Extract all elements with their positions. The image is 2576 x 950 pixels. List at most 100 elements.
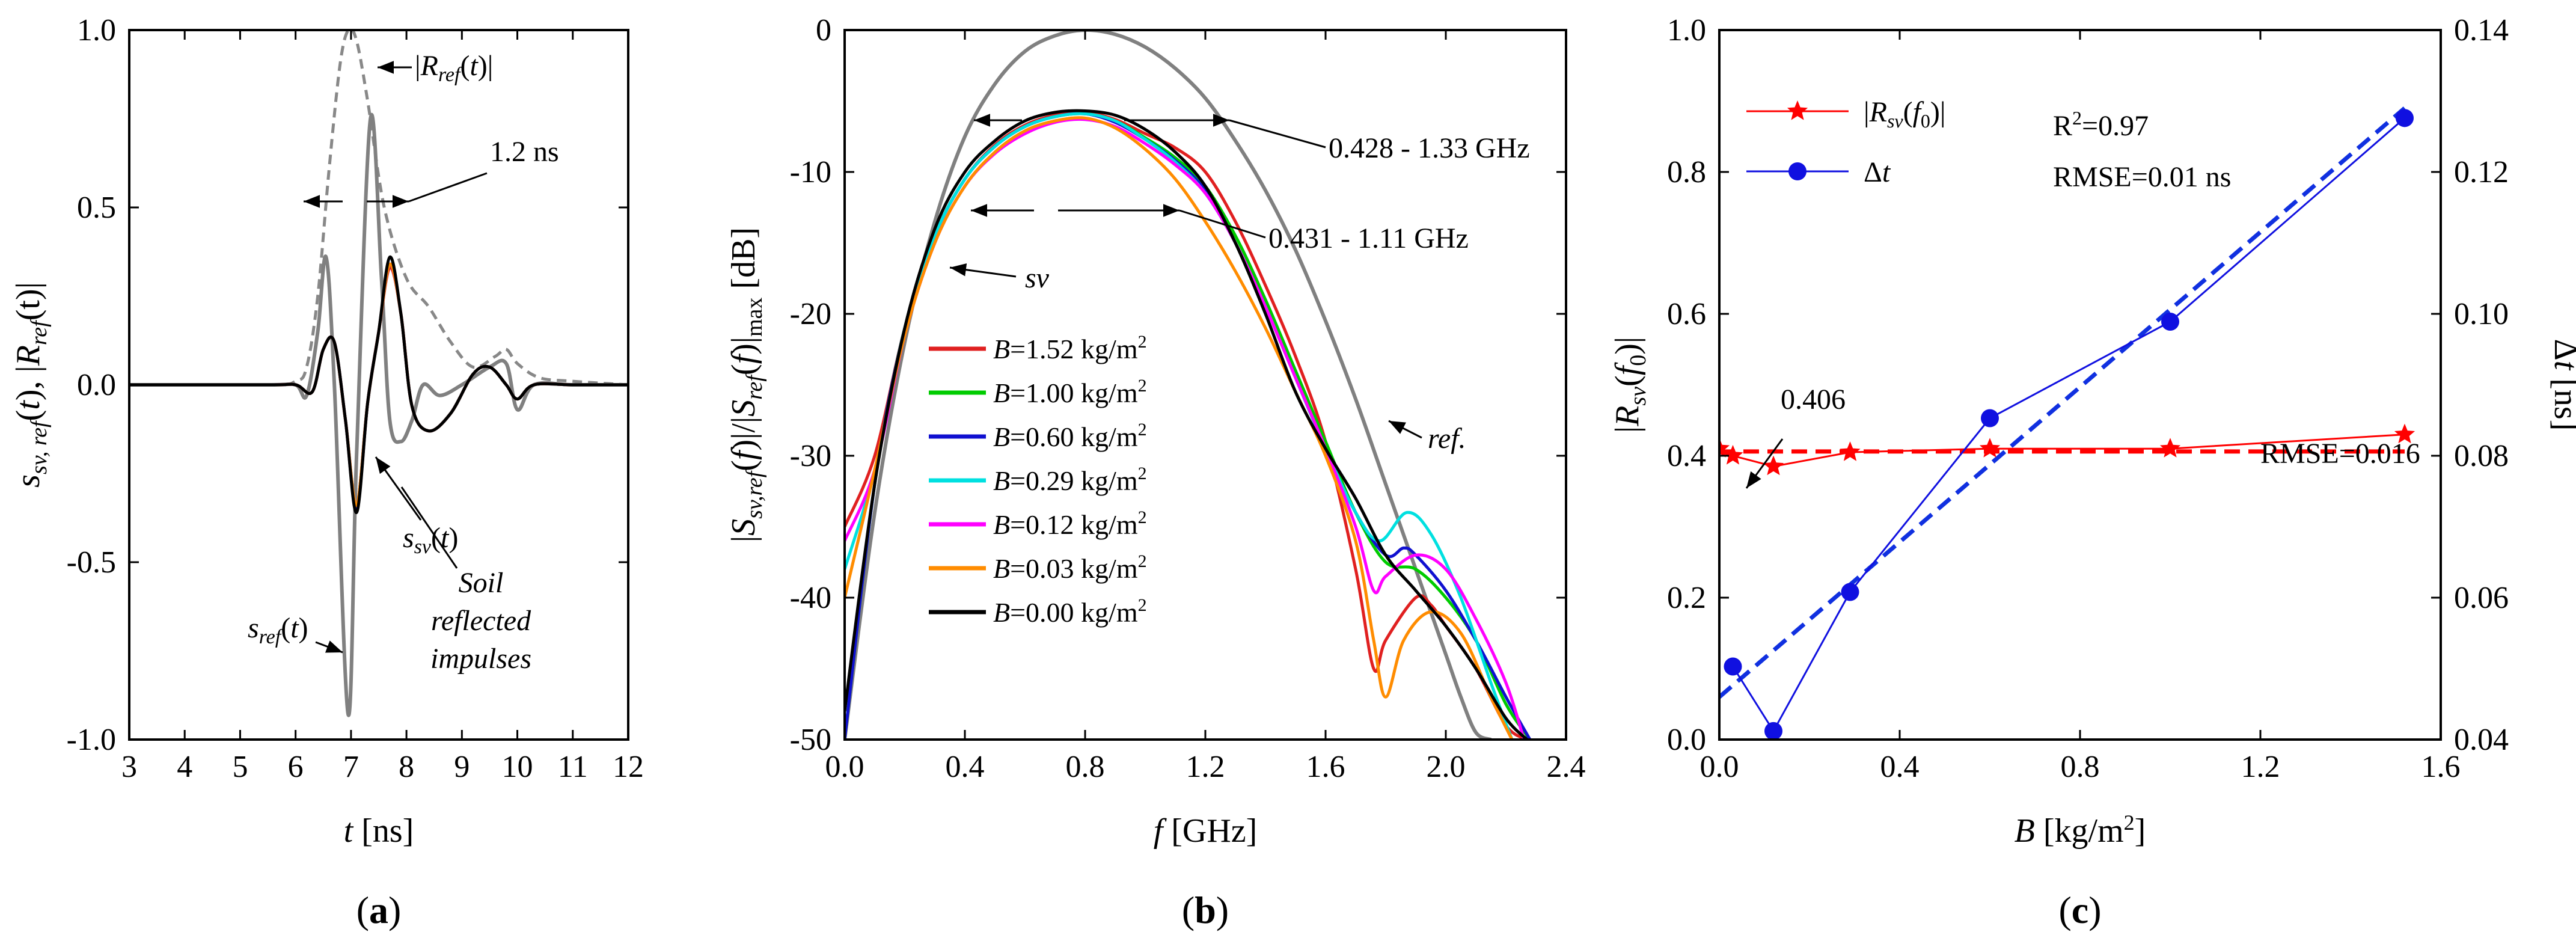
legend-label-dt: Δt [1864, 156, 1891, 188]
annotation-sv-curve: sv [1025, 262, 1050, 294]
annotation-mean-r: 0.406 [1781, 384, 1846, 415]
arrow-sv [375, 456, 422, 521]
data-point-circle [2161, 312, 2179, 331]
leader-soil [400, 486, 458, 569]
data-point-star [1840, 441, 1861, 461]
annotation-soil-2: reflected [431, 605, 531, 637]
y-tick-label-c-right: 0.04 [2454, 723, 2509, 757]
series-line-b-b-0-00-kg-m2 [845, 109, 1528, 740]
arrow-ref-curve [1388, 420, 1422, 439]
y-tick-label-b: -20 [790, 297, 831, 331]
annotation-rmse-r: RMSE=0.016 [2260, 438, 2420, 470]
data-point-circle [1764, 722, 1782, 740]
leader-width [408, 172, 488, 203]
annotation-soil-1: Soil [459, 567, 504, 599]
chart-c: 0.0 0.4 0.8 1.2 1.6 0.0 0.2 0.4 0.6 0.8 1.0 0.04 0.0… [1609, 13, 2576, 931]
y-tick-label-c: 1.0 [1667, 13, 1706, 48]
y-tick-label-a: -1.0 [67, 723, 116, 757]
data-point-circle [1841, 583, 1859, 601]
chart-b: 0.0 0.4 0.8 1.2 1.6 2.0 2.4 -50 -40 -30 -20 -10 0 f … [725, 13, 1586, 931]
y-tick-label-c: 0.2 [1667, 581, 1706, 615]
legend-label-r: |Rsv(f0)| [1864, 96, 1946, 132]
series-line-a-s-sv-t-b-1-52 [129, 266, 628, 511]
leader-band-sv [1179, 209, 1266, 239]
x-tick-label-a: 9 [454, 750, 470, 784]
annotation-envelope: |Rref(t)| [415, 50, 493, 86]
x-axis-label-c: B [kg/m2] [2015, 811, 2146, 850]
series-line-a-r-ref-t [129, 30, 628, 387]
x-tick-label-b: 0.0 [825, 750, 864, 784]
x-axis-label-a: t [ns] [344, 812, 414, 850]
data-point-star [1979, 438, 2001, 458]
x-tick-label-c: 1.2 [2241, 750, 2280, 784]
legend-label-b-0-12-kg-m2: B=0.12 kg/m2 [993, 507, 1147, 540]
y-axis-label-a: ssv, ref(t), |Rref(t)| [10, 282, 52, 488]
data-point-star [2159, 438, 2181, 458]
x-tick-label-a: 3 [121, 750, 137, 784]
annotation-sv: ssv(t) [403, 522, 458, 558]
y-tick-label-b: -50 [790, 723, 831, 757]
y-tick-label-a: -0.5 [67, 545, 116, 580]
arrow-ref [315, 640, 343, 654]
annotation-band-ref: 0.428 - 1.33 GHz [1329, 132, 1530, 164]
x-tick-label-a: 6 [288, 750, 304, 784]
annotation-r2: R2=0.97 [2053, 107, 2149, 142]
x-tick-label-c: 1.6 [2422, 750, 2461, 784]
data-point-star [1719, 438, 1730, 458]
y-tick-label-b: -30 [790, 439, 831, 473]
y-tick-label-c-right: 0.08 [2454, 439, 2509, 473]
y-axis-label-left-c: |Rsv(f0)| [1609, 337, 1651, 433]
x-tick-label-c: 0.8 [2061, 750, 2100, 784]
arrow-mean-r [1745, 438, 1784, 489]
x-tick-label-b: 2.4 [1547, 750, 1586, 784]
data-point-star [2394, 423, 2415, 444]
x-tick-label-a: 10 [502, 750, 533, 784]
y-tick-label-c-right: 0.06 [2454, 581, 2509, 615]
x-tick-label-a: 7 [343, 750, 359, 784]
x-tick-label-b: 0.8 [1066, 750, 1105, 784]
legend-label-b-0-29-kg-m2: B=0.29 kg/m2 [993, 464, 1147, 496]
data-point-star [1722, 445, 1743, 465]
x-tick-label-b: 0.4 [946, 750, 985, 784]
y-tick-label-c-right: 0.12 [2454, 155, 2509, 189]
y-tick-label-c: 0.8 [1667, 155, 1706, 189]
legend-label-b-0-00-kg-m2: B=0.00 kg/m2 [993, 595, 1147, 628]
data-point-circle [1724, 657, 1742, 676]
y-tick-label-c: 0.0 [1667, 723, 1706, 757]
x-tick-label-a: 8 [399, 750, 414, 784]
legend-label-b-0-03-kg-m2: B=0.03 kg/m2 [993, 551, 1147, 584]
y-tick-label-c: 0.4 [1667, 439, 1706, 473]
panel-label-a: (a) [356, 889, 402, 931]
legend-label-b-0-60-kg-m2: B=0.60 kg/m2 [993, 420, 1147, 452]
legend-c: |Rsv(f0)| Δt [1746, 96, 1946, 188]
legend-circle-marker [1788, 162, 1807, 180]
annotation-ref: sref(t) [248, 612, 308, 648]
x-tick-label-a: 11 [558, 750, 588, 784]
annotation-rmse-dt: RMSE=0.01 ns [2053, 161, 2231, 193]
panel-label-c: (c) [2058, 889, 2101, 931]
y-tick-label-c-right: 0.14 [2454, 13, 2509, 48]
chart-a: 3 4 5 6 7 8 9 10 11 12 -1.0 -0.5 0.0 0.5 1.0 t [ns] ss… [10, 13, 644, 931]
x-tick-label-a: 12 [613, 750, 644, 784]
fit-line-linear-fit [1719, 106, 2406, 699]
legend-star-marker [1787, 100, 1808, 120]
y-tick-label-a: 0.5 [77, 191, 116, 225]
y-tick-label-c: 0.6 [1667, 297, 1706, 331]
data-point-star [1763, 455, 1784, 476]
annotation-soil-3: impulses [430, 643, 531, 675]
x-tick-label-c: 0.4 [1880, 750, 1920, 784]
y-tick-label-b: 0 [816, 13, 831, 48]
x-tick-label-b: 2.0 [1427, 750, 1466, 784]
y-tick-label-b: -10 [790, 155, 831, 189]
x-tick-label-b: 1.6 [1306, 750, 1345, 784]
data-point-circle [2396, 109, 2414, 127]
panel-label-b: (b) [1182, 889, 1229, 931]
y-axis-label-b: |Ssv,ref(f)|/|Sref(f)|max [dB] [725, 227, 767, 542]
annotation-ref-curve: ref. [1428, 423, 1466, 455]
y-tick-label-a: 1.0 [77, 13, 116, 48]
y-tick-label-a: 0.0 [77, 368, 116, 402]
annotation-band-sv: 0.431 - 1.11 GHz [1268, 222, 1469, 254]
series-line-c-t [1732, 117, 2405, 733]
x-axis-label-b: f [GHz] [1154, 812, 1258, 850]
